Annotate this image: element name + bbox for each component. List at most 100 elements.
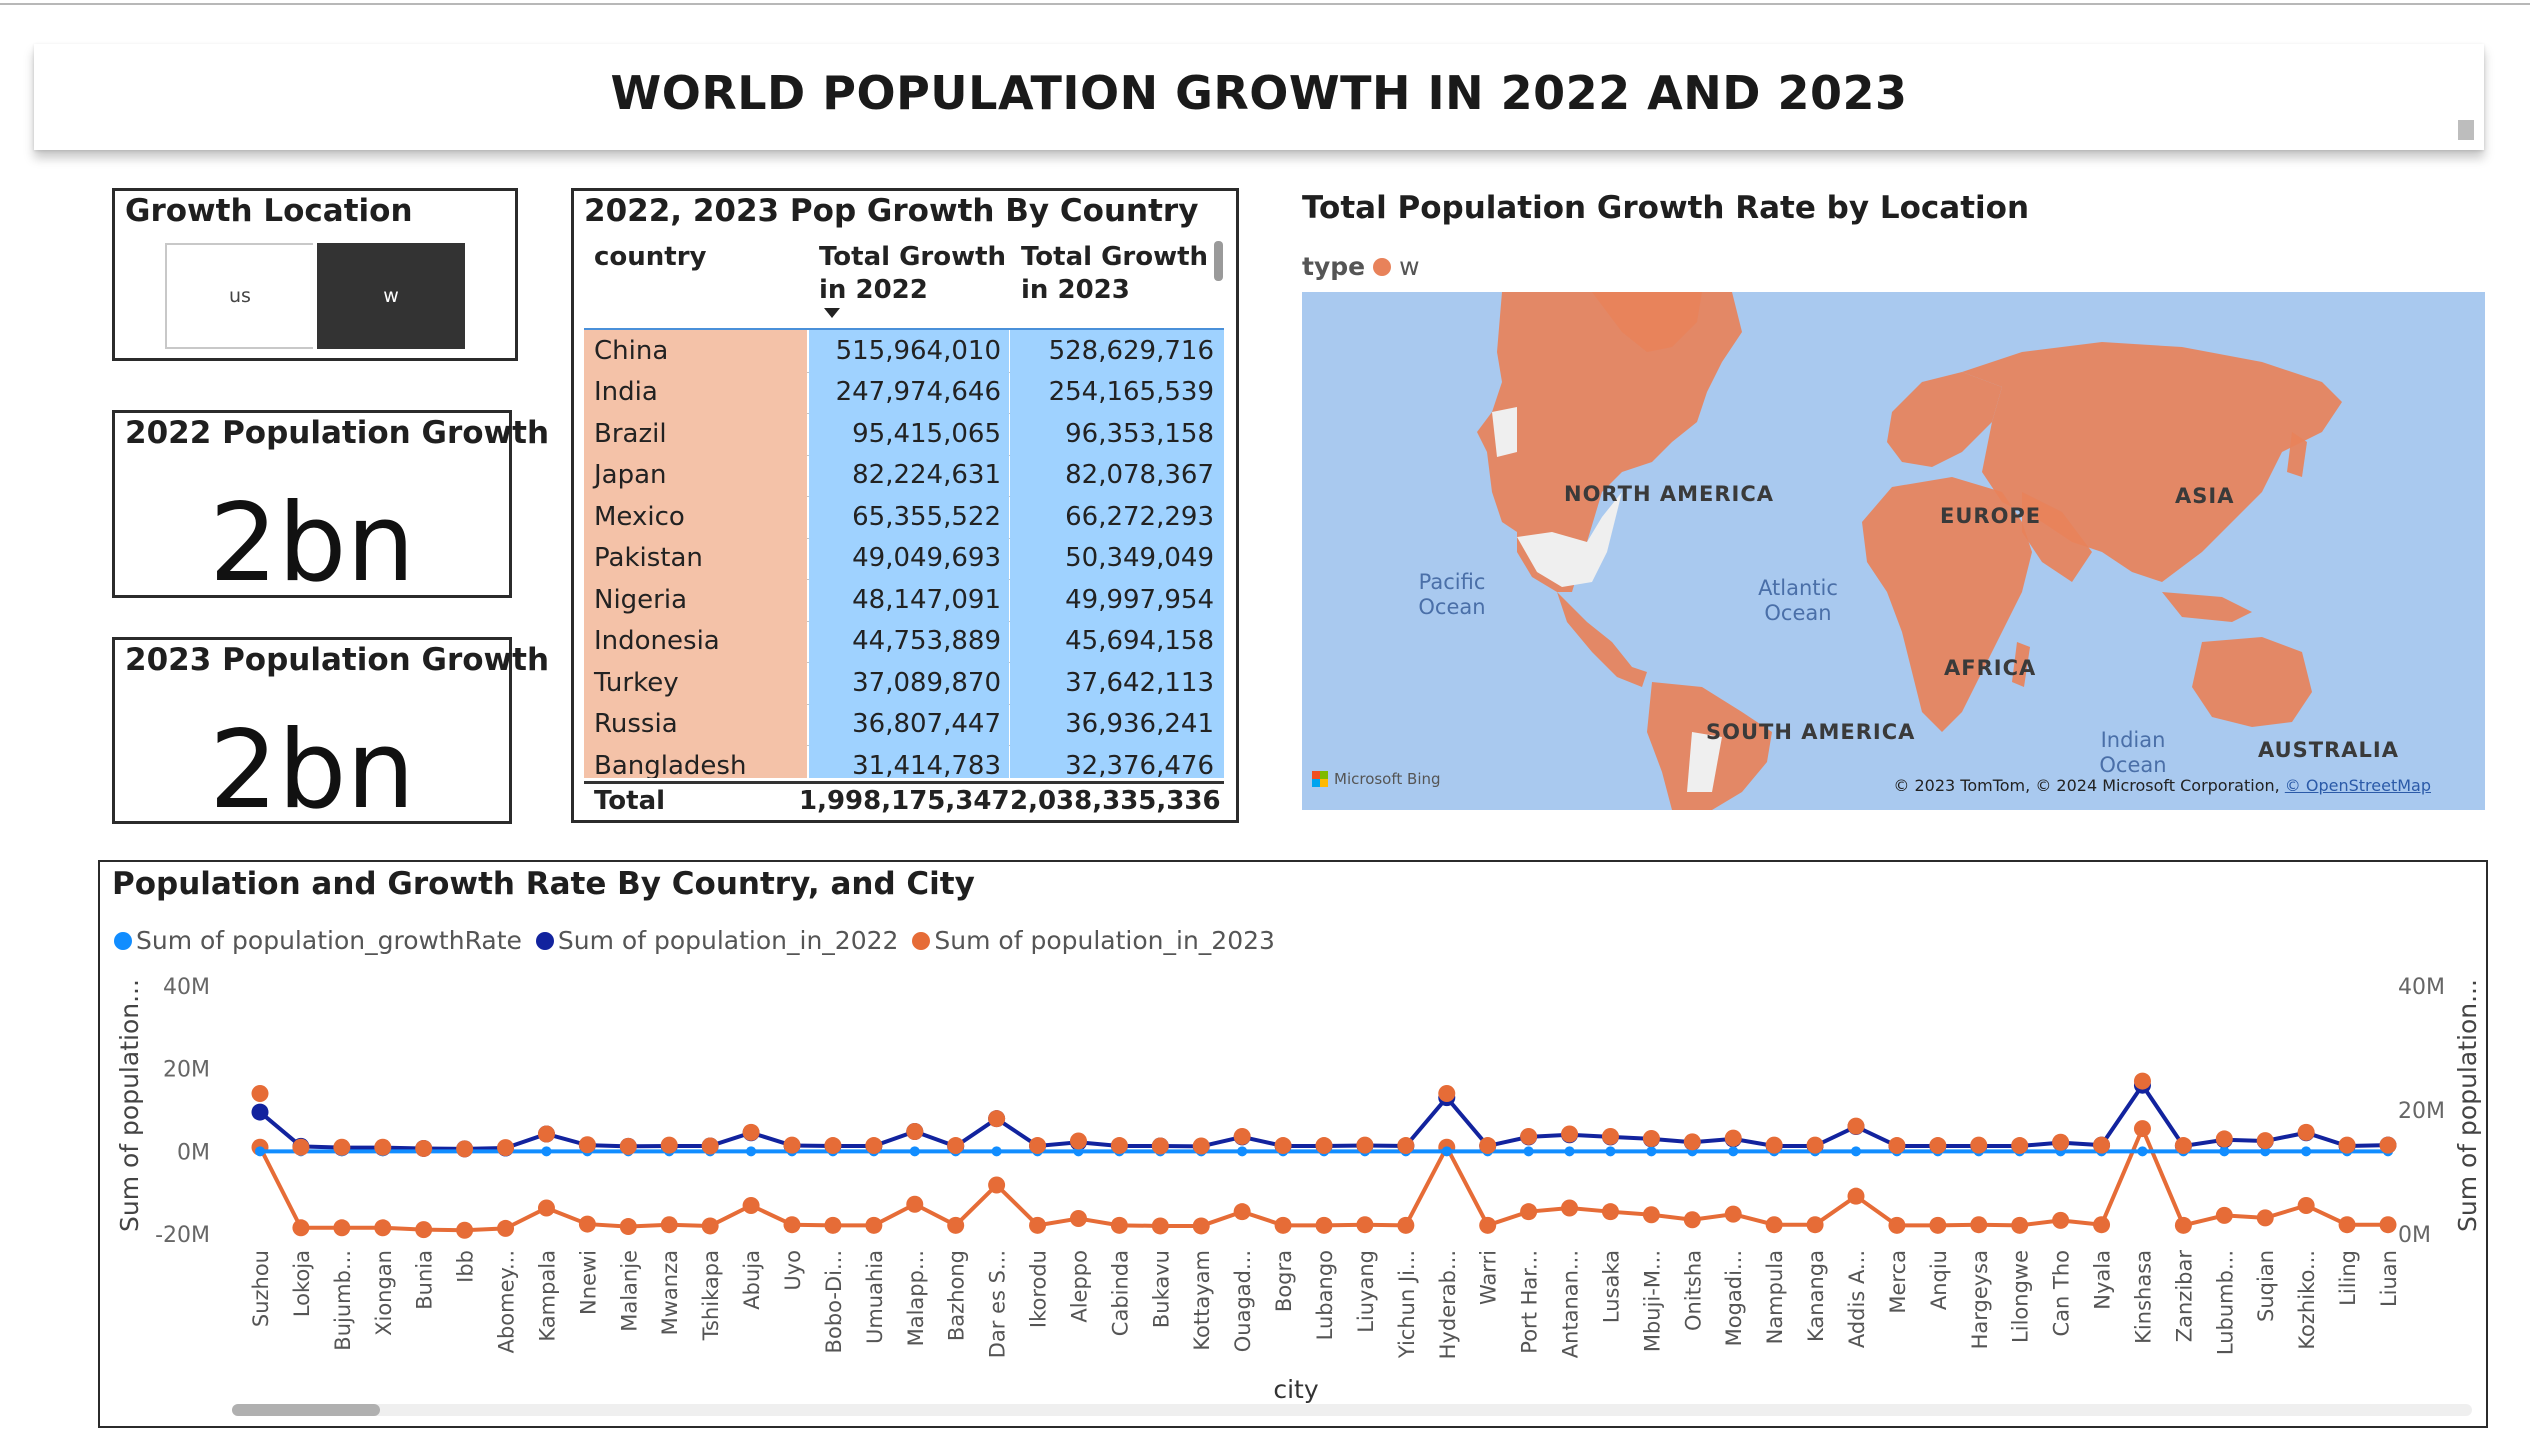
data-point[interactable] — [1642, 1130, 1660, 1148]
data-point[interactable] — [2260, 1146, 2271, 1157]
openstreetmap-link[interactable]: © OpenStreetMap — [2284, 776, 2431, 795]
data-point[interactable] — [1233, 1203, 1251, 1221]
column-header-2022[interactable]: Total Growth in 2022 — [819, 242, 1007, 305]
data-point[interactable] — [1479, 1137, 1497, 1155]
data-point[interactable] — [292, 1219, 310, 1237]
chart-scroll-thumb[interactable] — [232, 1404, 380, 1416]
data-point[interactable] — [619, 1137, 637, 1155]
table-row[interactable]: Pakistan 49,049,693 50,349,049 — [584, 537, 1224, 579]
data-point[interactable] — [2215, 1206, 2233, 1224]
data-point[interactable] — [2379, 1136, 2397, 1154]
table-row[interactable]: Japan 82,224,631 82,078,367 — [584, 454, 1224, 496]
data-point[interactable] — [1233, 1127, 1251, 1145]
data-point[interactable] — [2137, 1146, 2148, 1157]
data-point[interactable] — [497, 1219, 515, 1237]
data-point[interactable] — [2052, 1211, 2070, 1229]
data-point[interactable] — [1605, 1146, 1616, 1157]
table-row[interactable]: Mexico 65,355,522 66,272,293 — [584, 496, 1224, 538]
data-point[interactable] — [824, 1216, 842, 1234]
table-row[interactable]: Nigeria 48,147,091 49,997,954 — [584, 579, 1224, 621]
data-point[interactable] — [374, 1219, 392, 1237]
data-point[interactable] — [333, 1219, 351, 1237]
column-header-country[interactable]: country — [594, 242, 707, 272]
data-point[interactable] — [1888, 1216, 1906, 1234]
table-row[interactable]: China 515,964,010 528,629,716 — [584, 330, 1224, 372]
data-point[interactable] — [541, 1146, 552, 1157]
data-point[interactable] — [991, 1146, 1002, 1157]
data-point[interactable] — [456, 1221, 474, 1239]
data-point[interactable] — [1356, 1216, 1374, 1234]
data-point[interactable] — [2379, 1216, 2397, 1234]
data-point[interactable] — [619, 1218, 637, 1236]
slicer-option-us[interactable]: us — [165, 243, 313, 349]
data-point[interactable] — [2133, 1072, 2151, 1090]
data-point[interactable] — [824, 1137, 842, 1155]
data-point[interactable] — [906, 1195, 924, 1213]
data-point[interactable] — [1806, 1136, 1824, 1154]
data-point[interactable] — [1274, 1137, 1292, 1155]
data-point[interactable] — [947, 1216, 965, 1234]
data-point[interactable] — [865, 1137, 883, 1155]
data-point[interactable] — [1642, 1206, 1660, 1224]
data-point[interactable] — [1847, 1117, 1865, 1135]
data-point[interactable] — [1110, 1137, 1128, 1155]
line-chart-plot[interactable]: 40M 20M 0M -20M 40M 20M 0M Sum of population...… — [100, 862, 2486, 1426]
legend-item[interactable]: Sum of population_in_2023 — [912, 926, 1275, 955]
column-header-2023[interactable]: Total Growth in 2023 — [1021, 242, 1209, 305]
data-point[interactable] — [1601, 1203, 1619, 1221]
data-point[interactable] — [1601, 1127, 1619, 1145]
data-point[interactable] — [1929, 1137, 1947, 1155]
data-point[interactable] — [1029, 1137, 1047, 1155]
data-point[interactable] — [1683, 1211, 1701, 1229]
data-point[interactable] — [660, 1136, 678, 1154]
data-point[interactable] — [2297, 1123, 2315, 1141]
map-legend-item[interactable]: w — [1399, 252, 1420, 281]
data-point[interactable] — [2297, 1196, 2315, 1214]
data-point[interactable] — [2256, 1209, 2274, 1227]
data-point[interactable] — [2219, 1146, 2230, 1157]
data-point[interactable] — [1970, 1216, 1988, 1234]
data-point[interactable] — [783, 1216, 801, 1234]
data-point[interactable] — [1356, 1136, 1374, 1154]
data-point[interactable] — [1683, 1133, 1701, 1151]
data-point[interactable] — [2011, 1137, 2029, 1155]
data-point[interactable] — [1151, 1217, 1169, 1235]
data-point[interactable] — [1646, 1146, 1657, 1157]
table-scrollbar[interactable] — [1214, 241, 1223, 281]
data-point[interactable] — [1520, 1203, 1538, 1221]
table-row[interactable]: Russia 36,807,447 36,936,241 — [584, 703, 1224, 745]
data-point[interactable] — [2256, 1132, 2274, 1150]
data-point[interactable] — [2174, 1216, 2192, 1234]
table-row[interactable]: Brazil 95,415,065 96,353,158 — [584, 413, 1224, 455]
data-point[interactable] — [1970, 1136, 1988, 1154]
table-row[interactable]: India 247,974,646 254,165,539 — [584, 371, 1224, 413]
data-point[interactable] — [1192, 1217, 1210, 1235]
data-point[interactable] — [1765, 1136, 1783, 1154]
data-point[interactable] — [701, 1137, 719, 1155]
data-point[interactable] — [1237, 1146, 1248, 1157]
data-point[interactable] — [2301, 1146, 2312, 1157]
data-point[interactable] — [333, 1138, 351, 1156]
data-point[interactable] — [1315, 1137, 1333, 1155]
data-point[interactable] — [988, 1176, 1006, 1194]
data-point[interactable] — [1523, 1146, 1534, 1157]
slicer-option-w[interactable]: w — [317, 243, 465, 349]
data-point[interactable] — [865, 1216, 883, 1234]
data-point[interactable] — [1192, 1137, 1210, 1155]
data-point[interactable] — [2174, 1137, 2192, 1155]
data-point[interactable] — [1274, 1216, 1292, 1234]
data-point[interactable] — [2338, 1216, 2356, 1234]
data-point[interactable] — [1520, 1127, 1538, 1145]
data-point[interactable] — [456, 1140, 474, 1158]
table-row[interactable]: Indonesia 44,753,889 45,694,158 — [584, 620, 1224, 662]
data-point[interactable] — [251, 1084, 269, 1102]
data-point[interactable] — [2338, 1136, 2356, 1154]
table-row[interactable]: Turkey 37,089,870 37,642,113 — [584, 662, 1224, 704]
data-point[interactable] — [742, 1123, 760, 1141]
data-point[interactable] — [415, 1221, 433, 1239]
data-point[interactable] — [1397, 1137, 1415, 1155]
resize-grip-icon[interactable] — [2458, 120, 2474, 140]
data-point[interactable] — [1564, 1146, 1575, 1157]
data-point[interactable] — [578, 1136, 596, 1154]
data-point[interactable] — [1851, 1146, 1861, 1157]
